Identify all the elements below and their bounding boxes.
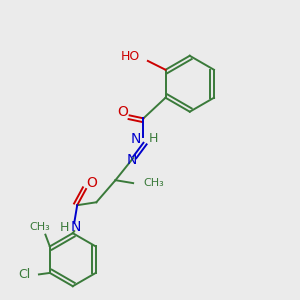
Text: CH₃: CH₃ xyxy=(143,178,164,188)
Text: HO: HO xyxy=(121,50,140,63)
Text: N: N xyxy=(131,132,141,146)
Text: N: N xyxy=(127,153,137,166)
Text: O: O xyxy=(117,106,128,119)
Text: O: O xyxy=(86,176,98,190)
Text: N: N xyxy=(70,220,81,234)
Text: Cl: Cl xyxy=(18,268,31,281)
Text: H: H xyxy=(59,221,69,234)
Text: CH₃: CH₃ xyxy=(29,222,50,232)
Text: H: H xyxy=(149,133,158,146)
